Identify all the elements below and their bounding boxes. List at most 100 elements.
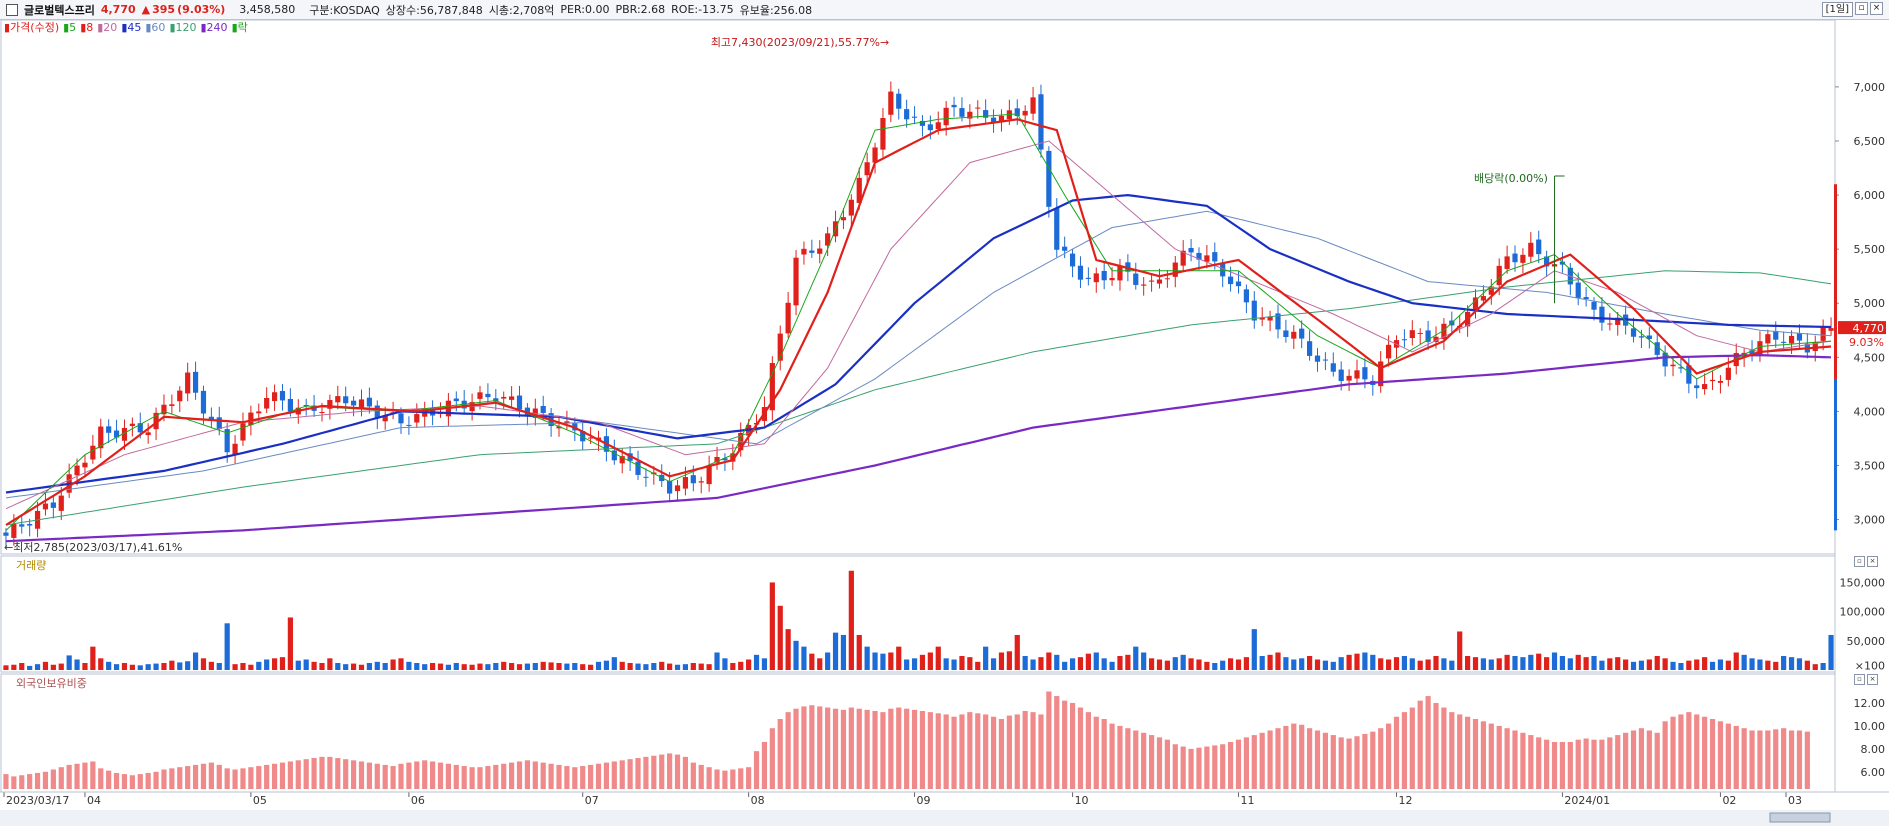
volume-bar bbox=[746, 659, 752, 670]
volume-bar bbox=[374, 661, 380, 670]
candle bbox=[714, 456, 720, 463]
volume-bar bbox=[1370, 654, 1376, 670]
volume-bar bbox=[1251, 629, 1257, 670]
candle bbox=[1038, 94, 1044, 150]
foreign-bar bbox=[34, 772, 41, 789]
candle bbox=[1259, 317, 1265, 320]
foreign-bar bbox=[1275, 728, 1281, 789]
foreign-bar bbox=[429, 761, 436, 789]
legend-item[interactable]: ▮240 bbox=[200, 21, 228, 34]
candle bbox=[1796, 333, 1803, 341]
candle bbox=[327, 400, 333, 409]
foreign-bar bbox=[1638, 728, 1645, 789]
candle bbox=[382, 415, 388, 422]
foreign-bar bbox=[311, 758, 317, 789]
market-type: 구분:KOSDAQ bbox=[309, 3, 380, 17]
foreign-bar bbox=[169, 768, 175, 789]
minimize-icon[interactable]: ▫ bbox=[1855, 2, 1868, 15]
foreign-bar bbox=[256, 766, 262, 789]
foreign-bar bbox=[161, 769, 167, 789]
volume-bar bbox=[1717, 659, 1724, 670]
volume-bar bbox=[682, 664, 689, 670]
foreign-bar bbox=[200, 763, 207, 789]
volume-bar bbox=[1702, 657, 1708, 670]
foreign-bar bbox=[1370, 731, 1376, 789]
legend-item[interactable]: ▮45 bbox=[121, 21, 142, 34]
legend-item[interactable]: ▮20 bbox=[97, 21, 118, 34]
foreign-bar bbox=[983, 714, 989, 789]
volume-pane-controls: ▫ × bbox=[1854, 556, 1878, 567]
candle bbox=[682, 477, 689, 489]
volume-bar bbox=[3, 665, 9, 670]
volume-bar bbox=[19, 662, 25, 670]
volume-bar bbox=[1528, 654, 1534, 670]
foreign-bar bbox=[706, 767, 712, 789]
candle bbox=[674, 485, 681, 492]
foreign-bar bbox=[1646, 730, 1652, 789]
candle bbox=[11, 523, 17, 538]
stock-name: 글로벌텍스프리 bbox=[24, 3, 95, 17]
pane-minimize-icon[interactable]: ▫ bbox=[1854, 556, 1865, 567]
foreign-bar bbox=[714, 769, 720, 789]
candle bbox=[635, 461, 641, 475]
x-tick-label: 03 bbox=[1788, 794, 1802, 807]
price-tick-label: 3,500 bbox=[1854, 459, 1886, 472]
foreign-bar bbox=[659, 754, 665, 789]
candle bbox=[398, 413, 404, 424]
x-tick-label: 2023/03/17 bbox=[6, 794, 69, 807]
legend-item[interactable]: ▮5 bbox=[63, 21, 77, 34]
legend-item[interactable]: ▮8 bbox=[80, 21, 94, 34]
pane-close-icon[interactable]: × bbox=[1867, 556, 1878, 567]
candle bbox=[177, 390, 183, 402]
volume-bar bbox=[1314, 659, 1321, 670]
checkbox-icon[interactable] bbox=[6, 3, 18, 16]
legend-item[interactable]: ▮60 bbox=[145, 21, 166, 34]
volume-bar bbox=[627, 662, 633, 670]
close-icon[interactable]: × bbox=[1870, 2, 1883, 15]
volume-bar bbox=[1781, 655, 1787, 670]
volume-bar bbox=[1038, 657, 1044, 670]
foreign-bar bbox=[1220, 744, 1226, 789]
candle bbox=[1409, 330, 1415, 339]
axes: 7,000 6,500 6,000 5,500 5,000 4,500 4,000 3,500… bbox=[0, 81, 1889, 826]
legend-item[interactable]: ▮120 bbox=[169, 21, 197, 34]
foreign-bar bbox=[674, 754, 681, 789]
pane-close-icon[interactable]: × bbox=[1867, 674, 1878, 685]
volume-bar bbox=[872, 652, 878, 670]
candle bbox=[1378, 361, 1384, 387]
volume-bar bbox=[951, 659, 957, 670]
legend-item[interactable]: ▮가격(수정) bbox=[4, 21, 60, 34]
candle bbox=[1583, 297, 1589, 300]
x-tick-label: 05 bbox=[253, 794, 267, 807]
candle bbox=[208, 416, 214, 420]
volume-bar bbox=[1188, 658, 1194, 670]
legend-item[interactable]: ▮락 bbox=[231, 21, 248, 34]
candle bbox=[840, 217, 847, 221]
reserve-ratio: 유보율:256.08 bbox=[739, 3, 813, 17]
volume-bar bbox=[943, 658, 949, 670]
ma5-line bbox=[5, 113, 1832, 531]
foreign-bar bbox=[698, 764, 704, 789]
foreign-pane bbox=[3, 691, 1810, 789]
pane-minimize-icon[interactable]: ▫ bbox=[1854, 674, 1865, 685]
volume-bar bbox=[453, 662, 459, 670]
volume-bar bbox=[177, 662, 183, 670]
foreign-bar bbox=[1227, 741, 1234, 789]
candle bbox=[1212, 252, 1218, 262]
foreign-bar bbox=[643, 756, 649, 789]
candle bbox=[74, 465, 80, 476]
volume-bar bbox=[595, 661, 602, 670]
volume-bar bbox=[761, 658, 768, 670]
candle bbox=[1275, 313, 1281, 330]
foreign-tick-label: 12.00 bbox=[1854, 697, 1886, 710]
foreign-bar bbox=[82, 762, 88, 789]
candle bbox=[1291, 331, 1297, 339]
candle bbox=[1781, 341, 1787, 343]
candle bbox=[667, 481, 673, 494]
volume-tick-label: 50,000 bbox=[1847, 635, 1886, 648]
foreign-bar bbox=[1062, 700, 1068, 789]
candle bbox=[1148, 280, 1155, 282]
volume-bar bbox=[1054, 654, 1060, 670]
period-button[interactable]: [1일] bbox=[1821, 2, 1853, 17]
candle bbox=[817, 248, 823, 254]
